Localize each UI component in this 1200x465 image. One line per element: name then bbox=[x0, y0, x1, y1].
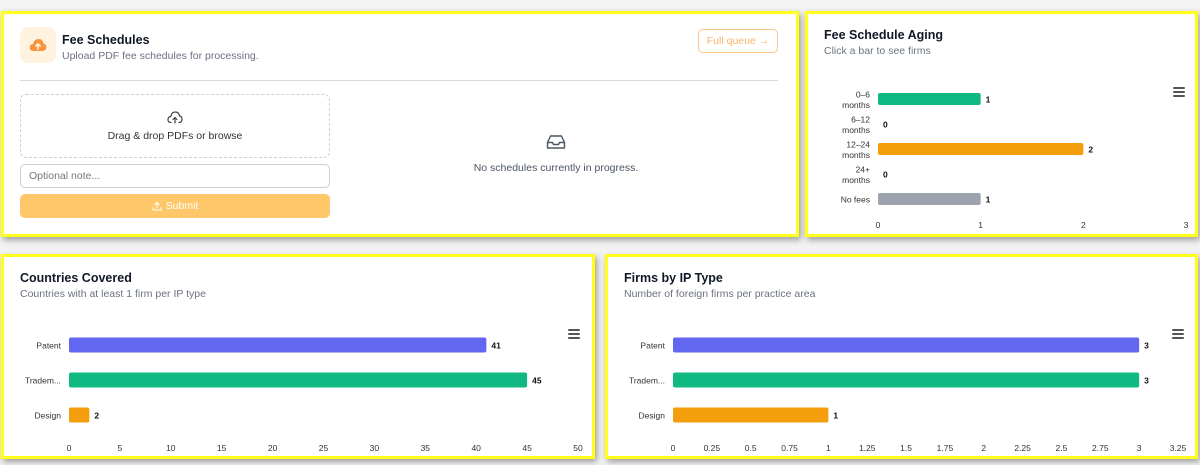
cloud-upload-outline-icon bbox=[167, 110, 183, 124]
x-tick-label: 0 bbox=[67, 443, 72, 453]
x-tick-label: 25 bbox=[319, 443, 329, 453]
countries-title: Countries Covered bbox=[20, 271, 132, 285]
pdf-dropzone[interactable]: Drag & drop PDFs or browse bbox=[20, 94, 330, 158]
x-tick-label: 2.5 bbox=[1056, 443, 1068, 453]
category-label: months bbox=[842, 125, 870, 135]
data-label: 1 bbox=[986, 195, 991, 205]
chart-menu-icon[interactable] bbox=[568, 329, 580, 339]
x-tick-label: 2 bbox=[1081, 220, 1086, 230]
category-label: 6–12 bbox=[851, 114, 870, 124]
x-tick-label: 3 bbox=[1184, 220, 1189, 230]
fee-schedules-subtitle: Upload PDF fee schedules for processing. bbox=[62, 50, 259, 62]
category-label: months bbox=[842, 100, 870, 110]
category-label: 12–24 bbox=[846, 139, 870, 149]
x-tick-label: 1 bbox=[978, 220, 983, 230]
aging-subtitle: Click a bar to see firms bbox=[824, 45, 931, 57]
ip-type-title: Firms by IP Type bbox=[624, 271, 723, 285]
category-label: 24+ bbox=[856, 164, 870, 174]
upload-icon bbox=[152, 201, 162, 211]
divider bbox=[20, 80, 778, 81]
inbox-icon bbox=[546, 135, 566, 149]
bar[interactable] bbox=[69, 372, 528, 388]
full-queue-button[interactable]: Full queue → bbox=[698, 29, 778, 53]
x-tick-label: 2.25 bbox=[1014, 443, 1031, 453]
x-tick-label: 1.75 bbox=[937, 443, 954, 453]
bar[interactable] bbox=[673, 372, 1140, 388]
data-label: 1 bbox=[986, 95, 991, 105]
bar[interactable] bbox=[878, 193, 981, 205]
x-tick-label: 10 bbox=[166, 443, 176, 453]
category-label: Patent bbox=[640, 341, 665, 351]
x-tick-label: 2 bbox=[981, 443, 986, 453]
countries-subtitle: Countries with at least 1 firm per IP ty… bbox=[20, 288, 206, 300]
category-label: No fees bbox=[841, 195, 870, 205]
ip-type-chart: Patent 3 Tradem... 3 Design 1 0 0.25 0.5 0.75 1 1.2… bbox=[629, 337, 1187, 453]
submit-button[interactable]: Submit bbox=[20, 194, 330, 218]
x-tick-label: 0 bbox=[876, 220, 881, 230]
data-label: 41 bbox=[491, 341, 501, 351]
data-label: 2 bbox=[1088, 145, 1093, 155]
category-label: months bbox=[842, 175, 870, 185]
x-tick-label: 5 bbox=[118, 443, 123, 453]
upload-cloud-icon bbox=[20, 27, 56, 63]
fee-schedule-aging-card: Fee Schedule Aging Click a bar to see fi… bbox=[805, 11, 1198, 237]
data-label: 3 bbox=[1144, 341, 1149, 351]
x-tick-label: 1.5 bbox=[900, 443, 912, 453]
x-tick-label: 0.75 bbox=[781, 443, 798, 453]
x-tick-label: 0 bbox=[671, 443, 676, 453]
firms-by-ip-type-card: Firms by IP Type Number of foreign firms… bbox=[605, 254, 1198, 459]
aging-chart: 0–6months16–12months012–24months224+mont… bbox=[841, 89, 1189, 230]
x-tick-label: 3.25 bbox=[1170, 443, 1187, 453]
data-label: 3 bbox=[1144, 376, 1149, 386]
data-label: 0 bbox=[883, 120, 888, 130]
bar[interactable] bbox=[673, 337, 1140, 353]
ip-type-subtitle: Number of foreign firms per practice are… bbox=[624, 288, 816, 300]
x-tick-label: 15 bbox=[217, 443, 227, 453]
bar[interactable] bbox=[69, 337, 487, 353]
category-label: months bbox=[842, 150, 870, 160]
data-label: 0 bbox=[883, 170, 888, 180]
fee-schedules-title: Fee Schedules bbox=[62, 33, 150, 47]
x-tick-label: 0.5 bbox=[745, 443, 757, 453]
x-tick-label: 20 bbox=[268, 443, 278, 453]
x-tick-label: 2.75 bbox=[1092, 443, 1109, 453]
x-tick-label: 30 bbox=[370, 443, 380, 453]
x-tick-label: 1 bbox=[826, 443, 831, 453]
x-tick-label: 0.25 bbox=[704, 443, 721, 453]
note-input[interactable] bbox=[20, 164, 330, 188]
category-label: Tradem... bbox=[629, 376, 665, 386]
category-label: Tradem... bbox=[25, 376, 61, 386]
bar[interactable] bbox=[878, 143, 1084, 155]
countries-covered-card: Countries Covered Countries with at leas… bbox=[1, 254, 595, 459]
bar[interactable] bbox=[878, 93, 981, 105]
category-label: Design bbox=[35, 411, 62, 421]
category-label: 0–6 bbox=[856, 89, 870, 99]
aging-title: Fee Schedule Aging bbox=[824, 28, 944, 42]
data-label: 1 bbox=[833, 411, 838, 421]
x-tick-label: 35 bbox=[421, 443, 431, 453]
empty-state-text: No schedules currently in progress. bbox=[473, 162, 639, 174]
bar[interactable] bbox=[673, 407, 829, 423]
data-label: 2 bbox=[94, 411, 99, 421]
category-label: Design bbox=[639, 411, 666, 421]
x-tick-label: 3 bbox=[1137, 443, 1142, 453]
x-tick-label: 40 bbox=[471, 443, 481, 453]
empty-state: No schedules currently in progress. bbox=[334, 134, 778, 174]
x-tick-label: 1.25 bbox=[859, 443, 876, 453]
chart-menu-icon[interactable] bbox=[1172, 329, 1184, 339]
x-tick-label: 50 bbox=[573, 443, 583, 453]
x-tick-label: 45 bbox=[522, 443, 532, 453]
bar[interactable] bbox=[69, 407, 90, 423]
category-label: Patent bbox=[36, 341, 61, 351]
submit-label: Submit bbox=[165, 200, 199, 212]
chart-menu-icon[interactable] bbox=[1173, 87, 1185, 97]
data-label: 45 bbox=[532, 376, 542, 386]
fee-schedules-card: Fee Schedules Upload PDF fee schedules f… bbox=[1, 11, 799, 237]
dropzone-text: Drag & drop PDFs or browse bbox=[107, 129, 243, 142]
